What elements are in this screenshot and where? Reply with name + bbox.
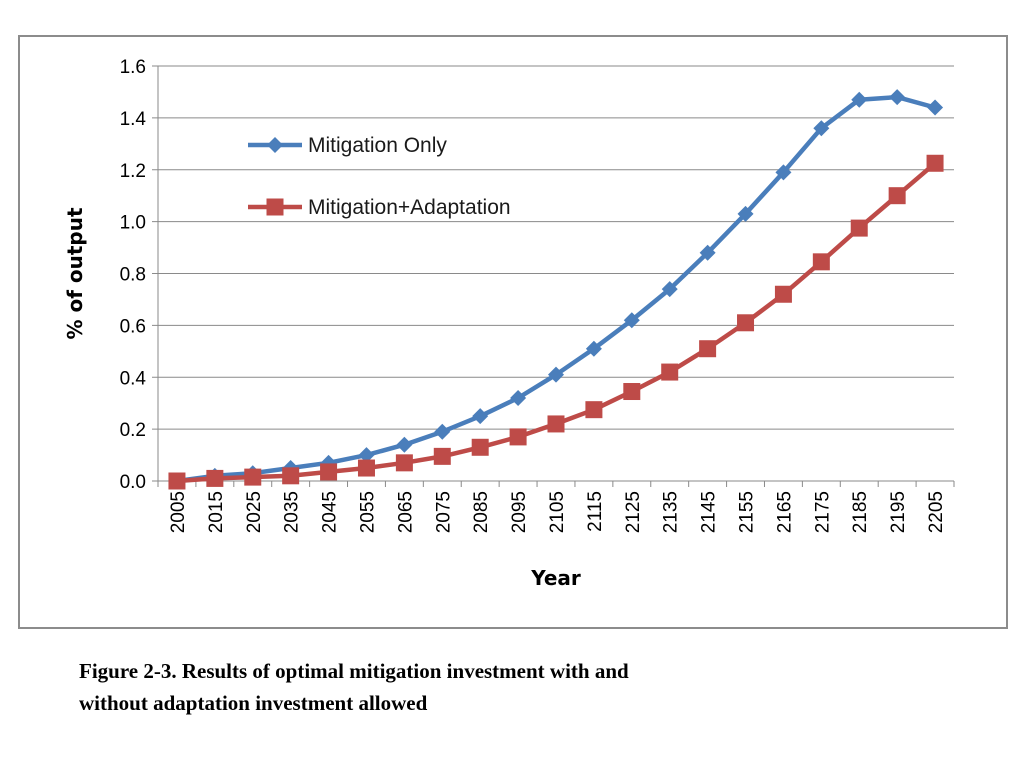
line-chart: 0.0 0.2 0.4 0.6 0.8 1.0 1.2 1.4 1.6 2005 2015 2025… — [63, 57, 955, 590]
data-point-mitigation-adaptation-2015 — [206, 469, 224, 487]
data-point-mitigation-adaptation-2165 — [774, 285, 792, 303]
series-markers — [168, 89, 944, 490]
data-point-mitigation-adaptation-2085 — [471, 438, 489, 456]
x-tick-label-2075: 2075 — [433, 491, 454, 533]
x-tick-label-2005: 2005 — [168, 491, 189, 533]
data-point-mitigation-only-2175 — [813, 120, 830, 137]
data-point-mitigation-adaptation-2095 — [509, 428, 527, 446]
gridlines — [158, 65, 954, 430]
data-point-mitigation-only-2155 — [737, 205, 754, 222]
data-point-mitigation-adaptation-2175 — [812, 253, 830, 271]
x-tick-label-2155: 2155 — [737, 491, 758, 533]
x-tick-label-2185: 2185 — [850, 491, 871, 533]
data-point-mitigation-adaptation-2185 — [850, 219, 868, 237]
data-point-mitigation-only-2055 — [358, 447, 375, 464]
y-tick-label-0-4: 0.4 — [120, 368, 147, 389]
legend-marker-mitigation-adaptation — [266, 198, 284, 216]
data-point-mitigation-adaptation-2125 — [623, 383, 641, 401]
x-tick-label-2175: 2175 — [812, 491, 833, 533]
y-tick-label-1-2: 1.2 — [120, 161, 146, 182]
data-point-mitigation-adaptation-2035 — [282, 467, 300, 485]
x-tick-label-2055: 2055 — [357, 491, 378, 533]
x-tick-label-2135: 2135 — [661, 491, 682, 533]
y-tick-label-0-8: 0.8 — [120, 265, 146, 286]
data-point-mitigation-only-2125 — [623, 312, 640, 329]
data-point-mitigation-adaptation-2195 — [888, 187, 906, 205]
data-point-mitigation-only-2105 — [548, 366, 564, 383]
legend-label-mitigation-adaptation: Mitigation+Adaptation — [308, 196, 511, 219]
y-tick-label-0-2: 0.2 — [120, 420, 146, 441]
data-point-mitigation-only-2205 — [927, 99, 944, 116]
y-tick-label-1-0: 1.0 — [120, 213, 146, 234]
data-point-mitigation-only-2145 — [699, 244, 716, 261]
data-point-mitigation-only-2115 — [585, 340, 602, 357]
x-tick-label-2125: 2125 — [623, 491, 644, 533]
data-point-mitigation-adaptation-2145 — [699, 340, 717, 358]
legend-marker-shape — [266, 198, 284, 216]
data-point-mitigation-adaptation-2105 — [547, 415, 565, 433]
x-tick-label-2035: 2035 — [282, 491, 303, 533]
x-tick-label-2195: 2195 — [888, 491, 909, 533]
caption-line-1: Figure 2-3. Results of optimal mitigatio… — [79, 659, 629, 683]
data-point-mitigation-adaptation-2045 — [320, 463, 338, 481]
data-point-mitigation-adaptation-2075 — [433, 447, 451, 465]
data-point-mitigation-only-2185 — [851, 91, 868, 108]
data-point-mitigation-only-2135 — [661, 281, 678, 298]
legend-marker-shape — [267, 137, 283, 153]
x-tick-label-2025: 2025 — [244, 491, 265, 533]
chart-frame: 0.0 0.2 0.4 0.6 0.8 1.0 1.2 1.4 1.6 2005 2015 2025… — [18, 35, 1008, 629]
x-tick-label-2045: 2045 — [320, 491, 341, 533]
data-point-mitigation-only-2075 — [434, 423, 451, 440]
x-tick-label-2145: 2145 — [699, 491, 720, 533]
y-tick-label-0-6: 0.6 — [120, 316, 146, 337]
data-point-mitigation-adaptation-2025 — [244, 468, 262, 486]
y-tick-label-1-6: 1.6 — [120, 57, 146, 78]
data-point-mitigation-adaptation-2115 — [585, 401, 603, 419]
x-tick-label-2085: 2085 — [471, 491, 492, 533]
data-point-mitigation-adaptation-2155 — [737, 314, 755, 332]
x-tick-label-2015: 2015 — [206, 491, 227, 533]
data-point-mitigation-only-2195 — [889, 89, 906, 106]
x-tick-label-2115: 2115 — [585, 491, 606, 532]
data-point-mitigation-adaptation-2055 — [357, 459, 375, 477]
figure-caption: Figure 2-3. Results of optimal mitigatio… — [79, 655, 839, 719]
x-tick-label-2095: 2095 — [509, 491, 530, 533]
y-axis-title: % of output — [63, 207, 87, 340]
data-point-mitigation-adaptation-2005 — [168, 472, 186, 490]
data-point-mitigation-only-2065 — [396, 436, 413, 453]
data-point-mitigation-adaptation-2065 — [395, 454, 413, 472]
data-point-mitigation-adaptation-2135 — [661, 363, 679, 381]
legend: Mitigation Only Mitigation+Adaptation — [248, 134, 511, 219]
data-point-mitigation-only-2085 — [472, 408, 489, 425]
y-tick-labels: 0.0 0.2 0.4 0.6 0.8 1.0 1.2 1.4 1.6 — [120, 57, 147, 493]
y-tick-label-1-4: 1.4 — [120, 109, 147, 130]
x-tick-labels: 2005 2015 2025 2035 2045 2055 2065 2075 2085 2095… — [168, 491, 947, 533]
caption-line-2: without adaptation investment allowed — [79, 691, 428, 715]
x-tick-label-2165: 2165 — [774, 491, 795, 533]
legend-label-mitigation-only: Mitigation Only — [308, 134, 447, 157]
y-tick-label-0-0: 0.0 — [120, 472, 146, 493]
legend-marker-mitigation-only — [267, 137, 283, 153]
data-point-mitigation-adaptation-2205 — [926, 154, 944, 172]
x-axis-title: Year — [530, 566, 581, 590]
x-tick-label-2205: 2205 — [926, 491, 947, 533]
x-tick-label-2065: 2065 — [395, 491, 416, 533]
x-tick-label-2105: 2105 — [547, 491, 568, 533]
data-point-mitigation-only-2165 — [775, 164, 792, 181]
series-line-mitigation-adaptation — [174, 161, 938, 484]
